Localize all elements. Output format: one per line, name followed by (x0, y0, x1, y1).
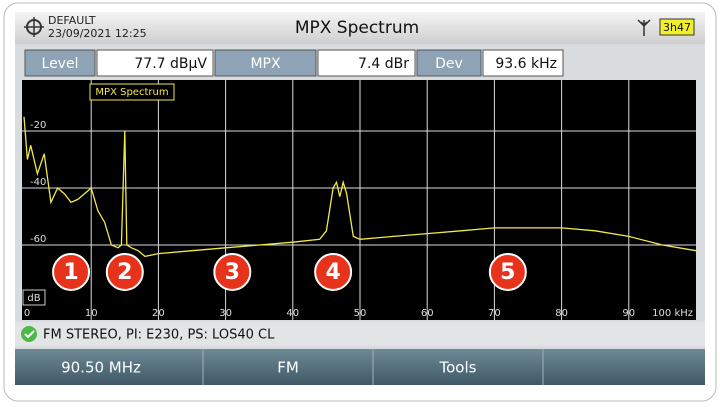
ok-icon (24, 330, 35, 339)
readout-value-box (482, 49, 564, 77)
header-bar (15, 12, 705, 44)
readout-label-box (214, 49, 317, 77)
readout-value: 77.7 dBµV (134, 56, 207, 72)
marker-badge (213, 253, 252, 291)
antenna-icon (637, 19, 651, 36)
readout-label: Level (42, 56, 79, 72)
battery (659, 18, 695, 36)
y-tick-label: -20 (30, 120, 46, 131)
x-tick-label: 30 (219, 308, 232, 319)
marker-number: 1 (63, 260, 78, 285)
y-tick-label: -60 (30, 234, 46, 245)
screen-title: MPX Spectrum (295, 18, 419, 38)
status-bar (15, 322, 705, 346)
readout-label-box (24, 49, 96, 77)
marker-badge (52, 253, 91, 291)
x-tick-label: 80 (555, 308, 568, 319)
readout-label: Dev (435, 56, 463, 72)
marker-badge (314, 253, 353, 291)
x-tick-label: 70 (488, 308, 501, 319)
readout-label: MPX (250, 56, 281, 72)
marker-number: 4 (325, 260, 340, 285)
y-axis-unit: dB (27, 293, 40, 304)
y-tick-label: -40 (30, 177, 46, 188)
menu-button[interactable]: FM (277, 359, 299, 377)
marker-number: 3 (225, 260, 240, 285)
marker-badge (488, 253, 527, 291)
readout-value: 7.4 dBr (358, 56, 409, 72)
x-tick-label: 100 kHz (652, 308, 693, 319)
marker-badge (105, 253, 144, 291)
marker-number: 5 (500, 260, 515, 285)
x-tick-label: 90 (622, 308, 635, 319)
marker-number: 2 (117, 260, 132, 285)
rds-status: FM STEREO, PI: E230, PS: LOS40 CL (43, 328, 275, 343)
menu-button[interactable]: 90.50 MHz (61, 359, 141, 377)
menu-bar (15, 349, 705, 385)
battery-time: 3h47 (663, 21, 691, 34)
datetime: 23/09/2021 12:25 (48, 27, 147, 40)
x-tick-label: 50 (354, 308, 367, 319)
menu-button[interactable]: Tools (439, 359, 477, 377)
profile: DEFAULT (48, 14, 96, 27)
legend-label: MPX Spectrum (95, 87, 168, 98)
readout-value-box (317, 49, 416, 77)
readout-value: 93.6 kHz (495, 56, 557, 72)
readout-label-box (416, 49, 482, 77)
x-tick-label: 10 (85, 308, 98, 319)
readout-value-box (96, 49, 214, 77)
x-tick-label: 0 (24, 308, 30, 319)
x-tick-label: 60 (421, 308, 434, 319)
trace (23, 116, 697, 258)
unit-box (22, 289, 46, 306)
ok-icon (21, 326, 37, 342)
gps-icon (24, 17, 44, 37)
x-tick-label: 20 (152, 308, 165, 319)
legend-box (89, 83, 175, 101)
x-tick-label: 40 (286, 308, 299, 319)
